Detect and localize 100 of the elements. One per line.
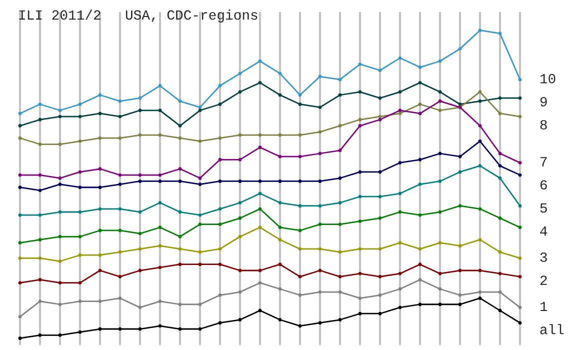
point xyxy=(418,158,422,162)
point xyxy=(218,136,222,140)
point xyxy=(18,186,22,190)
point xyxy=(78,234,82,238)
point xyxy=(438,302,442,306)
point xyxy=(238,318,242,322)
point xyxy=(38,300,42,304)
point xyxy=(318,179,322,183)
point xyxy=(78,102,82,106)
point xyxy=(278,238,282,242)
point xyxy=(158,84,162,88)
point xyxy=(318,222,322,226)
point xyxy=(198,182,202,186)
point xyxy=(58,176,62,180)
point xyxy=(178,136,182,140)
point xyxy=(238,216,242,220)
point xyxy=(218,262,222,266)
point xyxy=(518,161,522,164)
point xyxy=(478,99,482,103)
point xyxy=(438,90,442,94)
point xyxy=(398,241,402,245)
point xyxy=(338,124,342,128)
point xyxy=(438,99,442,103)
point xyxy=(218,84,222,88)
point xyxy=(338,222,342,226)
point xyxy=(178,234,182,238)
point xyxy=(18,124,22,128)
point xyxy=(298,204,302,208)
point xyxy=(78,186,82,190)
point xyxy=(478,296,482,300)
point xyxy=(478,238,482,242)
point xyxy=(518,78,522,82)
point xyxy=(318,321,322,325)
point xyxy=(118,99,122,103)
point xyxy=(458,154,462,158)
point xyxy=(158,226,162,230)
point xyxy=(238,158,242,162)
point xyxy=(18,136,22,140)
point xyxy=(18,336,22,340)
point xyxy=(198,222,202,226)
point xyxy=(38,142,42,146)
point xyxy=(398,161,402,164)
point xyxy=(78,300,82,304)
point xyxy=(378,293,382,297)
point xyxy=(218,179,222,183)
point xyxy=(98,136,102,140)
point xyxy=(118,296,122,300)
point xyxy=(358,118,362,122)
series-label: 2 xyxy=(540,276,547,285)
point xyxy=(38,118,42,122)
point xyxy=(258,207,262,211)
point xyxy=(38,238,42,242)
point xyxy=(478,164,482,168)
point xyxy=(418,302,422,306)
point xyxy=(498,216,502,220)
point xyxy=(498,32,502,36)
point xyxy=(138,179,142,183)
point xyxy=(118,207,122,211)
point xyxy=(298,179,302,183)
point xyxy=(358,124,362,128)
point xyxy=(478,139,482,143)
point xyxy=(18,281,22,285)
point xyxy=(218,102,222,106)
point xyxy=(158,266,162,270)
point xyxy=(358,296,362,300)
point xyxy=(58,142,62,146)
point xyxy=(258,80,262,84)
series-label: 8 xyxy=(540,120,547,130)
point xyxy=(178,262,182,266)
point xyxy=(58,108,62,112)
point xyxy=(478,124,482,128)
point xyxy=(178,99,182,103)
point xyxy=(58,260,62,264)
point xyxy=(138,96,142,100)
point xyxy=(278,262,282,266)
point xyxy=(78,330,82,334)
point xyxy=(418,262,422,266)
point xyxy=(418,278,422,282)
point xyxy=(118,274,122,278)
series-label: 4 xyxy=(540,226,548,236)
point xyxy=(158,108,162,112)
point xyxy=(238,179,242,183)
point xyxy=(378,118,382,122)
point xyxy=(418,182,422,186)
point xyxy=(198,302,202,306)
point xyxy=(198,108,202,112)
point xyxy=(98,253,102,257)
point xyxy=(338,148,342,152)
point xyxy=(398,272,402,276)
series-label: 9 xyxy=(540,97,547,106)
point xyxy=(338,78,342,82)
point xyxy=(38,256,42,260)
point xyxy=(38,102,42,106)
point xyxy=(498,272,502,276)
point xyxy=(238,234,242,238)
point xyxy=(338,318,342,322)
point xyxy=(218,222,222,226)
point xyxy=(38,333,42,337)
point xyxy=(338,176,342,180)
point xyxy=(218,321,222,325)
